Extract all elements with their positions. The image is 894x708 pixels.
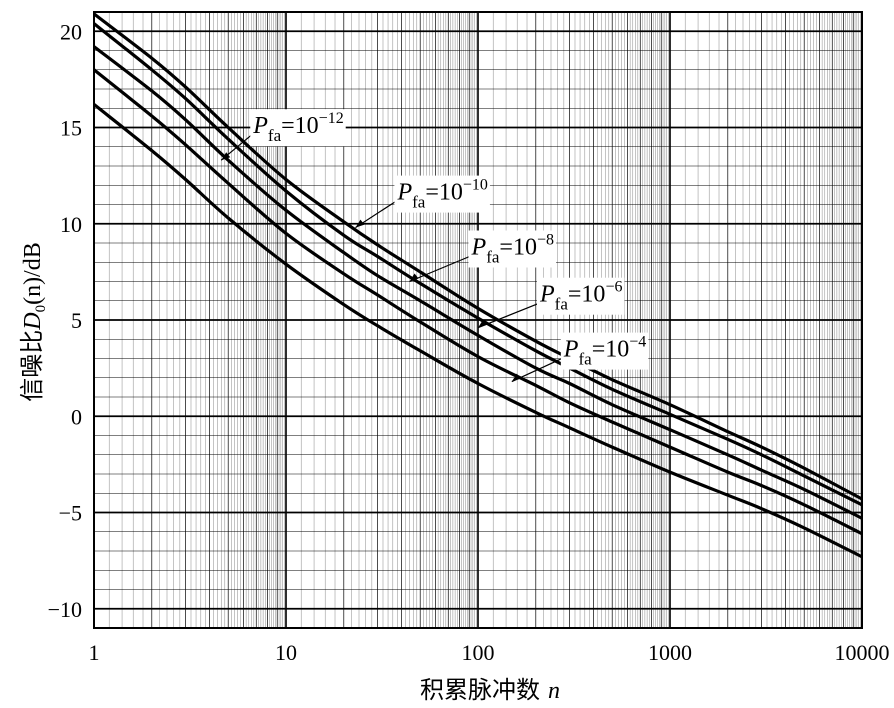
y-axis-title-symbol: D (20, 312, 46, 330)
y-tick-label: 5 (71, 308, 82, 333)
series-label-base: =10 (592, 337, 630, 363)
series-line (93, 45, 863, 520)
series-label-symbol: P (563, 337, 579, 363)
series-label-base: =10 (568, 282, 606, 308)
y-tick-label: 10 (60, 212, 82, 237)
tick-labels: 1 10 100 1000 10000 20 15 10 5 0 −5 −10 (48, 19, 890, 665)
series-label-symbol: P (471, 235, 487, 261)
series-labels: Pfa=10−12Pfa=10−10Pfa=10−8Pfa=10−6Pfa=10… (220, 109, 649, 383)
x-axis-title: 积累脉冲数 n (420, 676, 560, 704)
y-tick-label: 20 (60, 19, 82, 44)
series-label-base: =10 (499, 235, 537, 261)
series-label-symbol: P (396, 180, 412, 206)
x-tick-label: 1 (89, 640, 100, 665)
series-label-exponent: −4 (629, 334, 646, 351)
series-label: Pfa=10−4 (563, 334, 646, 369)
series-label-subscript: fa (412, 193, 426, 212)
series-label-subscript: fa (486, 248, 500, 267)
x-tick-label: 1000 (648, 640, 692, 665)
series-label: Pfa=10−10 (396, 177, 487, 212)
label-arrowhead (478, 319, 487, 328)
series-label-symbol: P (252, 113, 268, 139)
series-label-subscript: fa (268, 126, 282, 145)
series-label-exponent: −6 (605, 279, 622, 296)
series-line (92, 103, 863, 559)
plot-frame (93, 11, 863, 629)
series-line (92, 22, 863, 507)
y-axis-title: 信噪比D0(n)/dB (18, 242, 49, 402)
y-tick-label: −5 (59, 501, 82, 526)
label-leader-line (477, 303, 539, 329)
series-label: Pfa=10−6 (539, 279, 622, 314)
series-label: Pfa=10−12 (252, 110, 343, 145)
x-tick-label: 10000 (835, 640, 890, 665)
series-label-exponent: −8 (537, 232, 554, 249)
series-label-subscript: fa (578, 350, 592, 369)
series-label-background (560, 332, 649, 370)
series-label-background (250, 109, 346, 147)
y-tick-label: −10 (48, 597, 82, 622)
y-axis-title-unit: /dB (20, 242, 46, 277)
series-label-exponent: −12 (319, 110, 344, 127)
series-line (92, 68, 863, 536)
series-line (93, 12, 863, 501)
series-label-background (537, 277, 625, 315)
x-tick-label: 10 (275, 640, 297, 665)
label-arrowhead (409, 273, 419, 282)
series-label-symbol: P (539, 282, 555, 308)
series-label-base: =10 (281, 113, 319, 139)
series-label-background (394, 175, 490, 213)
y-axis-title-prefix: 信噪比 (18, 330, 46, 402)
series-label: Pfa=10−8 (471, 232, 554, 267)
series-label-base: =10 (425, 180, 463, 206)
label-arrowhead (221, 152, 231, 161)
series-label-background (468, 230, 557, 268)
series-label-subscript: fa (555, 295, 569, 314)
y-axis-title-subscript: 0 (33, 305, 49, 313)
y-tick-label: 15 (60, 116, 82, 141)
x-axis-title-text: 积累脉冲数 (420, 676, 540, 704)
y-axis-title-arg: (n) (20, 277, 46, 305)
grid-lines (93, 11, 863, 629)
series-label-exponent: −10 (463, 177, 488, 194)
y-tick-label: 0 (71, 404, 82, 429)
x-axis-title-variable: n (548, 678, 560, 704)
label-leader-line (409, 255, 470, 283)
series-curves (92, 12, 863, 559)
x-tick-label: 100 (462, 640, 495, 665)
label-arrowhead (511, 373, 521, 382)
label-arrowhead (355, 219, 365, 228)
